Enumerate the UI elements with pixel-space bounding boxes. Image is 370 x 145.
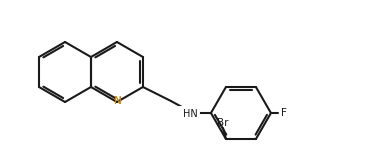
Text: HN: HN xyxy=(182,109,197,119)
Text: N: N xyxy=(114,96,122,106)
Text: Br: Br xyxy=(217,118,229,128)
Text: N: N xyxy=(114,96,122,106)
Text: F: F xyxy=(281,108,287,118)
